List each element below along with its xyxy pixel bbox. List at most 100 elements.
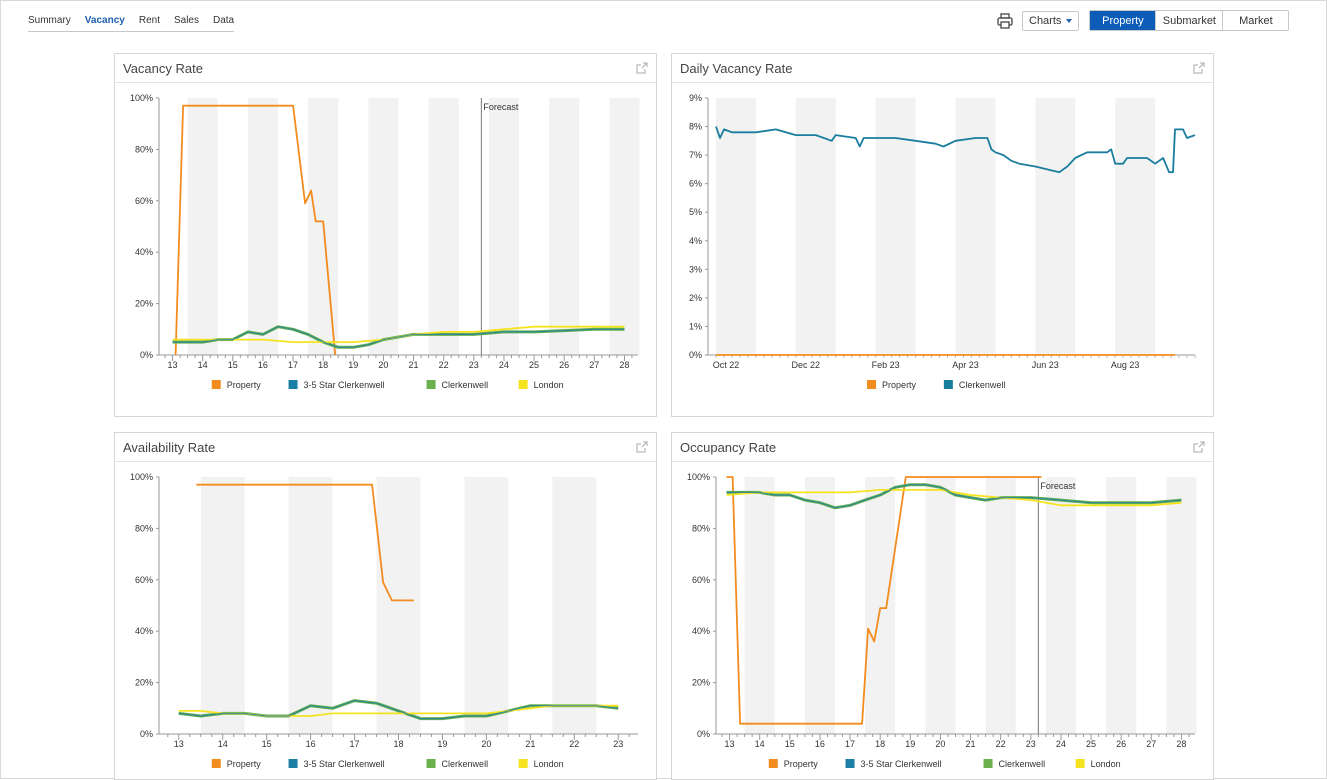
x-tick-label: 20 xyxy=(378,360,388,370)
legend-label: Clerkenwell xyxy=(442,380,489,390)
legend-swatch xyxy=(288,759,298,768)
x-tick-label: 21 xyxy=(409,360,419,370)
y-tick-label: 1% xyxy=(689,321,702,331)
x-tick-label: 26 xyxy=(1116,739,1126,749)
legend-label: Property xyxy=(227,759,262,769)
y-tick-label: 60% xyxy=(135,196,153,206)
x-tick-label: 27 xyxy=(589,360,599,370)
x-tick-label: 13 xyxy=(725,739,735,749)
x-tick-label: 25 xyxy=(1086,739,1096,749)
legend-swatch xyxy=(845,759,855,768)
charts-dropdown-label: Charts xyxy=(1029,14,1062,27)
y-tick-label: 0% xyxy=(697,729,710,739)
legend-label: Clerkenwell xyxy=(442,759,489,769)
series-line-property xyxy=(726,476,1042,725)
x-tick-label: 22 xyxy=(996,739,1006,749)
panel-occupancy-rate: Occupancy Rate 0% 20% 40% 60% 80% 100% 13 14 15 1… xyxy=(671,432,1214,780)
chart-band xyxy=(288,477,333,734)
x-tick-label: 22 xyxy=(439,360,449,370)
chart-band xyxy=(715,98,756,355)
sub-navigation: Summary Vacancy Rent Sales Data xyxy=(28,15,235,32)
x-tick-label: Feb 23 xyxy=(872,360,900,370)
y-tick-label: 100% xyxy=(130,93,153,103)
x-tick-label: Dec 22 xyxy=(792,360,821,370)
legend-swatch xyxy=(426,759,436,768)
chart-band xyxy=(985,477,1016,734)
tab-sales[interactable]: Sales xyxy=(173,15,199,26)
tab-vacancy[interactable]: Vacancy xyxy=(84,15,125,26)
x-tick-label: 16 xyxy=(815,739,825,749)
y-tick-label: 4% xyxy=(689,236,702,246)
x-tick-label: 22 xyxy=(569,739,579,749)
x-tick-label: 17 xyxy=(288,360,298,370)
forecast-label: Forecast xyxy=(1040,481,1076,491)
chart-band xyxy=(488,98,520,355)
tab-data[interactable]: Data xyxy=(212,15,235,26)
segment-submarket[interactable]: Submarket xyxy=(1155,11,1222,30)
x-tick-label: Aug 23 xyxy=(1111,360,1140,370)
x-tick-label: 17 xyxy=(350,739,360,749)
x-tick-label: 23 xyxy=(613,739,623,749)
legend-label: Clerkenwell xyxy=(999,759,1046,769)
y-tick-label: 20% xyxy=(135,299,153,309)
x-tick-label: 13 xyxy=(168,360,178,370)
chart-band xyxy=(1166,477,1197,734)
y-tick-label: 3% xyxy=(689,264,702,274)
expand-icon[interactable] xyxy=(1193,62,1205,74)
chart-band xyxy=(609,98,640,355)
availability-rate-chart: 0% 20% 40% 60% 80% 100% 13 14 15 16 17 18 19 20 21 22 23… xyxy=(130,472,638,769)
chart-band xyxy=(1045,477,1077,734)
x-tick-label: 14 xyxy=(198,360,208,370)
charts-dropdown[interactable]: Charts xyxy=(1022,10,1080,31)
x-tick-label: 20 xyxy=(935,739,945,749)
x-tick-label: 21 xyxy=(525,739,535,749)
tab-summary[interactable]: Summary xyxy=(28,15,71,26)
series-line-clerkenwell xyxy=(715,126,1196,174)
chart-band xyxy=(865,477,896,734)
x-tick-label: 26 xyxy=(559,360,569,370)
x-tick-label: 19 xyxy=(905,739,915,749)
panel-title: Daily Vacancy Rate xyxy=(680,60,793,76)
print-icon[interactable] xyxy=(996,12,1014,30)
chevron-down-icon xyxy=(1066,18,1073,23)
chart-band xyxy=(925,477,956,734)
x-tick-label: 14 xyxy=(218,739,228,749)
series-line-property xyxy=(196,483,414,602)
x-tick-label: 18 xyxy=(875,739,885,749)
segment-property[interactable]: Property xyxy=(1090,11,1156,30)
x-tick-label: 28 xyxy=(1176,739,1186,749)
y-tick-label: 5% xyxy=(689,207,702,217)
legend-swatch xyxy=(518,380,528,389)
y-tick-label: 100% xyxy=(687,472,710,482)
y-tick-label: 60% xyxy=(692,575,710,585)
legend-swatch xyxy=(211,380,221,389)
x-tick-label: 16 xyxy=(258,360,268,370)
series-line-london xyxy=(726,488,1182,507)
expand-icon[interactable] xyxy=(636,441,648,453)
y-tick-label: 100% xyxy=(130,472,153,482)
legend-swatch xyxy=(867,380,877,389)
legend-label: 3-5 Star Clerkenwell xyxy=(304,759,385,769)
legend-label: 3-5 Star Clerkenwell xyxy=(861,759,942,769)
legend-swatch xyxy=(943,380,953,389)
expand-icon[interactable] xyxy=(1193,441,1205,453)
panel-availability-rate: Availability Rate 0% 20% 40% 60% 80% 100% 13 14… xyxy=(114,432,657,780)
x-tick-label: 18 xyxy=(318,360,328,370)
segment-market[interactable]: Market xyxy=(1222,11,1288,30)
legend-swatch xyxy=(518,759,528,768)
chart-band xyxy=(428,98,459,355)
y-tick-label: 8% xyxy=(689,122,702,132)
daily-vacancy-rate-chart: 0% 1% 2% 3% 4% 5% 6% 7% 8% 9% Oct 22 Dec 22 Feb 23 Ap… xyxy=(689,93,1196,390)
y-tick-label: 40% xyxy=(692,626,710,636)
y-tick-label: 20% xyxy=(692,678,710,688)
tab-rent[interactable]: Rent xyxy=(138,15,160,26)
x-tick-label: 20 xyxy=(481,739,491,749)
chart-band xyxy=(368,98,399,355)
chart-band xyxy=(464,477,509,734)
occupancy-rate-chart: 0% 20% 40% 60% 80% 100% 13 14 15 16 17 18 19 20 21 22 23… xyxy=(687,472,1197,769)
x-tick-label: 21 xyxy=(966,739,976,749)
chart-band xyxy=(1035,98,1076,355)
x-tick-label: 15 xyxy=(785,739,795,749)
y-tick-label: 2% xyxy=(689,293,702,303)
expand-icon[interactable] xyxy=(636,62,648,74)
